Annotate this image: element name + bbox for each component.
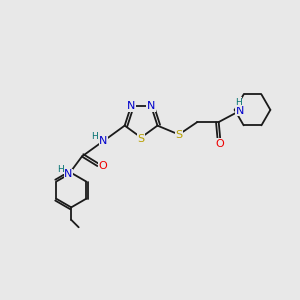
Text: N: N	[127, 101, 135, 111]
Text: H: H	[57, 165, 64, 174]
Text: N: N	[64, 169, 73, 179]
Text: N: N	[236, 106, 244, 116]
Text: N: N	[147, 101, 155, 111]
Text: O: O	[216, 139, 225, 149]
Text: S: S	[175, 130, 182, 140]
Text: H: H	[235, 98, 242, 107]
Text: H: H	[92, 131, 98, 140]
Text: O: O	[98, 161, 107, 171]
Text: S: S	[137, 134, 145, 144]
Text: N: N	[99, 136, 107, 146]
